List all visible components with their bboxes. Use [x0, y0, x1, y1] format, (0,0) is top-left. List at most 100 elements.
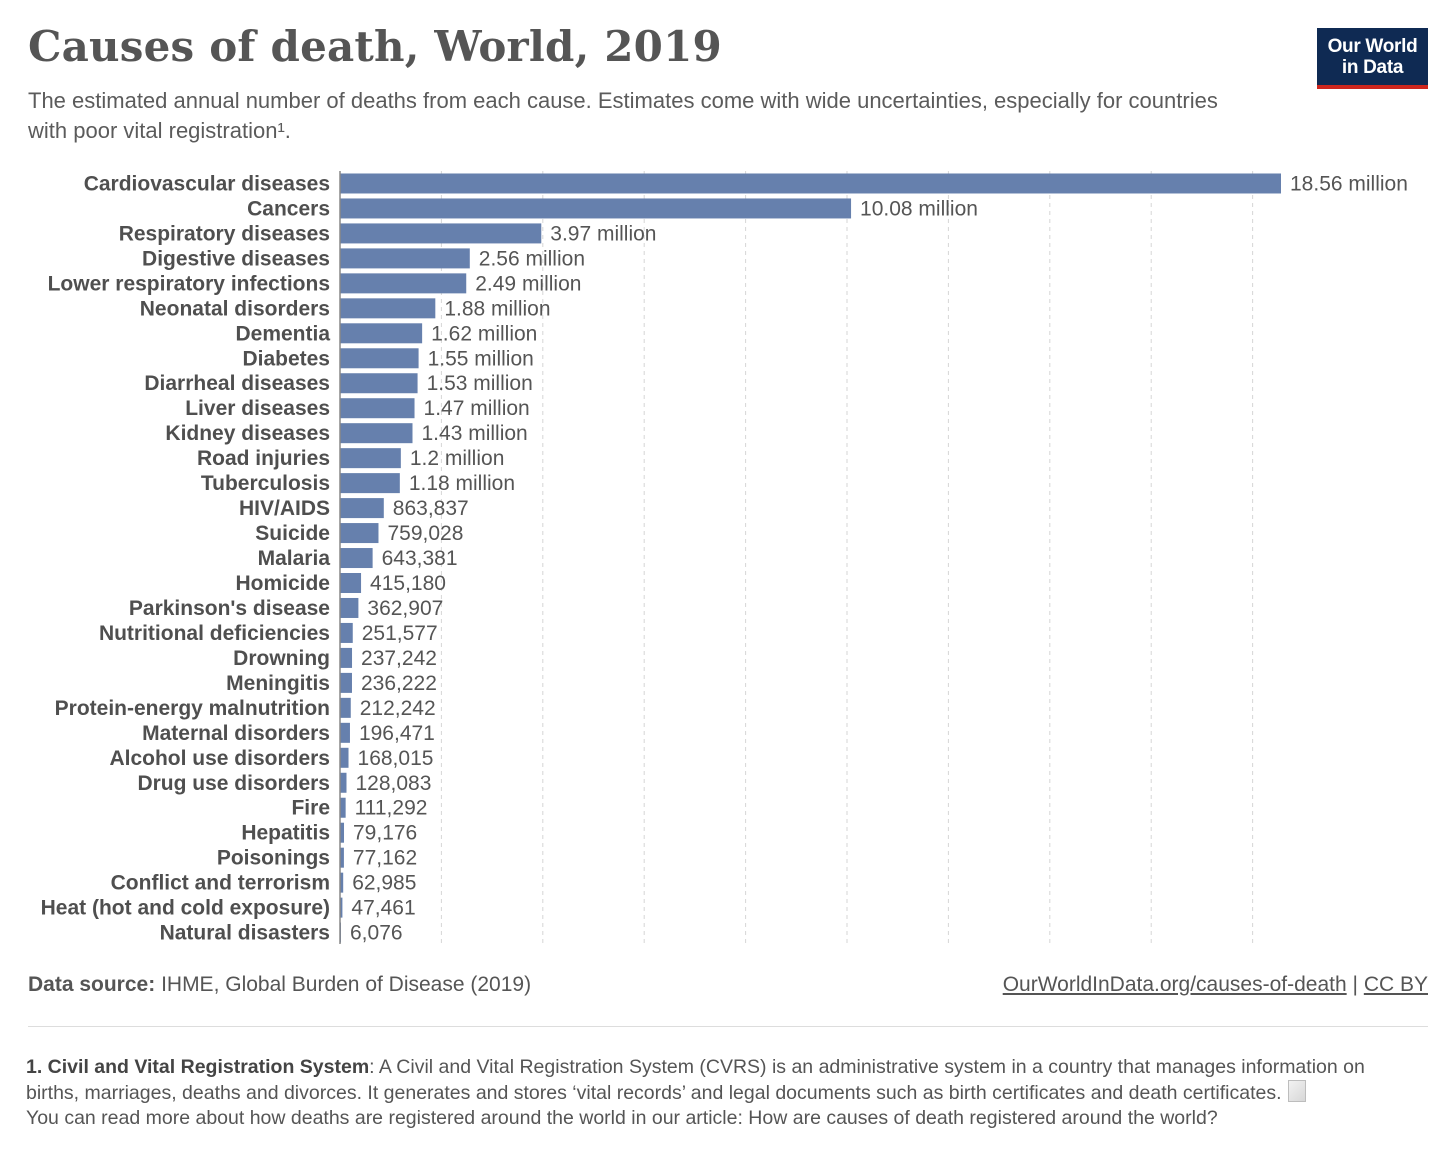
document-icon[interactable]	[1287, 1080, 1306, 1102]
category-label: Protein-energy malnutrition	[55, 697, 330, 720]
bar[interactable]	[340, 897, 343, 918]
bar[interactable]	[340, 597, 359, 618]
bar[interactable]	[340, 573, 362, 594]
value-label: 3.97 million	[550, 222, 656, 245]
bar[interactable]	[340, 872, 344, 893]
value-label: 2.49 million	[475, 272, 581, 295]
logo-line-2: in Data	[1341, 57, 1404, 78]
value-label: 1.47 million	[424, 397, 530, 420]
footnote: 1. Civil and Vital Registration System: …	[26, 1055, 1396, 1131]
bar[interactable]	[340, 373, 418, 394]
category-label: Neonatal disorders	[140, 297, 330, 320]
category-label: Dementia	[235, 322, 330, 345]
bar[interactable]	[340, 797, 346, 818]
bar[interactable]	[340, 423, 413, 444]
bar[interactable]	[340, 173, 1281, 194]
chart-title: Causes of death, World, 2019	[28, 22, 722, 71]
value-label: 643,381	[382, 547, 458, 570]
value-label: 237,242	[361, 647, 437, 670]
data-source-text: IHME, Global Burden of Disease (2019)	[161, 973, 532, 996]
value-label: 236,222	[361, 672, 437, 695]
category-label: Diabetes	[242, 347, 330, 370]
category-label: Hepatitis	[241, 822, 330, 845]
value-label: 1.55 million	[428, 347, 534, 370]
value-label: 362,907	[367, 597, 443, 620]
footer-divider	[28, 1026, 1428, 1027]
bar[interactable]	[340, 298, 436, 319]
value-label: 47,461	[351, 897, 415, 920]
bar[interactable]	[340, 847, 344, 868]
link-separator: |	[1352, 973, 1358, 996]
bar[interactable]	[340, 348, 419, 369]
category-label: Homicide	[235, 572, 330, 595]
category-label: Cancers	[247, 197, 330, 220]
value-label: 1.18 million	[409, 472, 515, 495]
value-label: 863,837	[393, 497, 469, 520]
value-label: 18.56 million	[1290, 172, 1408, 195]
bar[interactable]	[340, 273, 467, 294]
category-label: Road injuries	[197, 447, 330, 470]
owid-logo[interactable]: Our World in Data	[1317, 28, 1428, 89]
bar[interactable]	[340, 672, 352, 693]
category-label: Heat (hot and cold exposure)	[41, 897, 330, 920]
bar[interactable]	[340, 747, 349, 768]
category-label: Lower respiratory infections	[48, 272, 330, 295]
category-label: Diarrheal diseases	[144, 372, 330, 395]
bar[interactable]	[340, 223, 542, 244]
bar[interactable]	[340, 697, 351, 718]
category-label: Maternal disorders	[142, 722, 330, 745]
value-label: 415,180	[370, 572, 446, 595]
bar[interactable]	[340, 523, 379, 544]
value-label: 251,577	[362, 622, 438, 645]
bar[interactable]	[340, 622, 353, 643]
value-label: 196,471	[359, 722, 435, 745]
category-label: Meningitis	[226, 672, 330, 695]
footnote-title: 1. Civil and Vital Registration System	[26, 1056, 370, 1078]
footer-links: OurWorldInData.org/causes-of-death | CC …	[1003, 973, 1428, 997]
value-label: 212,242	[360, 697, 436, 720]
category-label: HIV/AIDS	[239, 497, 330, 520]
value-label: 168,015	[358, 747, 434, 770]
bar[interactable]	[340, 822, 345, 843]
category-label: Drug use disorders	[137, 772, 330, 795]
bar[interactable]	[340, 498, 384, 519]
bar[interactable]	[340, 772, 347, 793]
value-label: 759,028	[387, 522, 463, 545]
category-label: Parkinson's disease	[129, 597, 330, 620]
bar[interactable]	[340, 722, 350, 743]
footnote-article-text: You can read more about how deaths are r…	[26, 1107, 1218, 1129]
category-label: Conflict and terrorism	[111, 872, 330, 895]
chart-subtitle: The estimated annual number of deaths fr…	[28, 88, 1218, 143]
category-label: Kidney diseases	[165, 422, 330, 445]
source-link[interactable]: OurWorldInData.org/causes-of-death	[1002, 973, 1347, 996]
bar-chart: Cardiovascular diseases 18.56 million Canc…	[41, 171, 1408, 945]
category-label: Suicide	[255, 522, 330, 545]
category-label: Nutritional deficiencies	[99, 622, 330, 645]
category-label: Alcohol use disorders	[109, 747, 330, 770]
bar[interactable]	[340, 548, 373, 569]
bar[interactable]	[340, 248, 470, 269]
category-label: Liver diseases	[185, 397, 330, 420]
logo-line-1: Our World	[1327, 36, 1418, 57]
bar[interactable]	[340, 647, 353, 668]
bar[interactable]	[340, 473, 400, 494]
bar[interactable]	[340, 323, 423, 344]
license-link[interactable]: CC BY	[1363, 973, 1428, 996]
value-label: 2.56 million	[479, 247, 585, 270]
category-label: Poisonings	[217, 847, 330, 870]
category-label: Fire	[291, 797, 330, 820]
value-label: 10.08 million	[860, 197, 978, 220]
data-source: Data source: IHME, Global Burden of Dise…	[28, 973, 531, 997]
value-label: 1.43 million	[422, 422, 528, 445]
category-label: Cardiovascular diseases	[84, 172, 330, 195]
category-label: Natural disasters	[160, 922, 330, 945]
value-label: 6,076	[350, 922, 403, 945]
value-label: 1.53 million	[427, 372, 533, 395]
bar[interactable]	[340, 198, 852, 219]
value-label: 1.62 million	[431, 322, 537, 345]
value-label: 128,083	[355, 772, 431, 795]
value-label: 79,176	[353, 822, 417, 845]
value-label: 77,162	[353, 847, 417, 870]
bar[interactable]	[340, 448, 401, 469]
bar[interactable]	[340, 398, 415, 419]
